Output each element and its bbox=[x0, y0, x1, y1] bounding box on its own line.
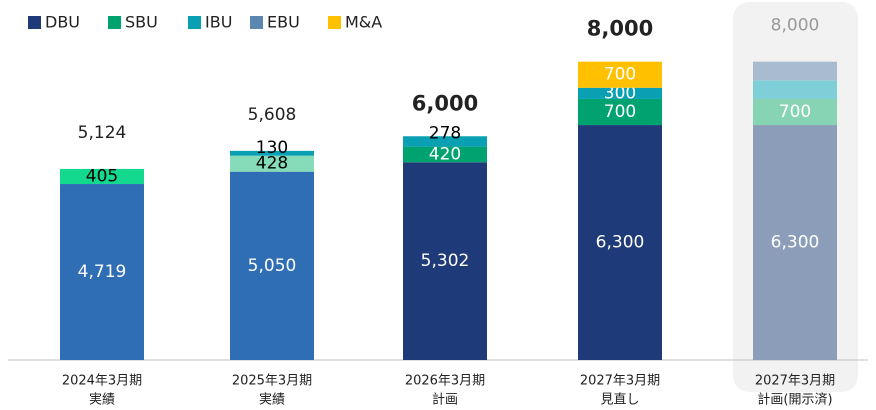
legend-label: M&A bbox=[345, 13, 382, 32]
legend-swatch bbox=[108, 16, 121, 29]
bar-segment bbox=[753, 125, 837, 360]
bar-segment bbox=[230, 150, 314, 156]
legend-label: EBU bbox=[267, 13, 300, 32]
segment-label: 5,302 bbox=[421, 251, 470, 271]
legend-label: DBU bbox=[45, 13, 80, 32]
bar-segment bbox=[753, 80, 837, 99]
x-tick-label: 2026年3月期 bbox=[405, 374, 485, 389]
bar-segment bbox=[403, 162, 487, 360]
segment-label: 6,300 bbox=[596, 233, 645, 253]
x-tick-label: 計画(開示済) bbox=[757, 392, 832, 408]
segment-label: 428 bbox=[256, 154, 288, 174]
bar-segment bbox=[578, 61, 662, 88]
segment-label: 5,050 bbox=[248, 256, 297, 276]
segment-label: 4,719 bbox=[78, 262, 127, 282]
legend-swatch bbox=[188, 16, 201, 29]
legend-label: IBU bbox=[205, 13, 232, 32]
bar-segment bbox=[753, 98, 837, 126]
bar-segment bbox=[60, 184, 144, 360]
segment-label: 130 bbox=[256, 138, 288, 158]
x-tick-label: 2024年3月期 bbox=[62, 374, 142, 389]
x-tick-label: 実績 bbox=[259, 392, 285, 408]
x-tick-label: 見直し bbox=[600, 393, 639, 408]
x-tick-label: 2025年3月期 bbox=[232, 374, 312, 389]
bar-segment bbox=[753, 61, 837, 81]
x-tick-label: 2027年3月期 bbox=[580, 374, 660, 389]
total-label: 8,000 bbox=[771, 16, 820, 36]
total-label: 5,608 bbox=[248, 105, 297, 125]
segment-label: 420 bbox=[429, 144, 461, 164]
segment-label: 300 bbox=[604, 83, 636, 103]
x-tick-label: 計画 bbox=[432, 392, 458, 408]
legend-swatch bbox=[250, 16, 263, 29]
total-label: 5,124 bbox=[78, 123, 127, 143]
total-label: 6,000 bbox=[412, 91, 478, 115]
bar-segment bbox=[230, 155, 314, 172]
legend-label: SBU bbox=[125, 13, 158, 32]
legend-swatch bbox=[328, 16, 341, 29]
segment-label: 405 bbox=[86, 166, 118, 186]
segment-label: 700 bbox=[604, 102, 636, 122]
x-tick-label: 実績 bbox=[89, 392, 115, 408]
x-tick-label: 2027年3月期 bbox=[755, 374, 835, 389]
bar-segment bbox=[578, 98, 662, 126]
bar-segment bbox=[403, 136, 487, 147]
segment-label: 278 bbox=[429, 123, 461, 143]
legend-swatch bbox=[28, 16, 41, 29]
total-label: 8,000 bbox=[587, 17, 653, 41]
bar-segment bbox=[578, 125, 662, 360]
bar-segment bbox=[60, 168, 144, 185]
bar-segment bbox=[403, 146, 487, 163]
segment-label: 700 bbox=[604, 65, 636, 85]
bar-segment bbox=[230, 171, 314, 360]
segment-label: 700 bbox=[779, 102, 811, 122]
bar-segment bbox=[578, 87, 662, 99]
segment-label: 6,300 bbox=[771, 233, 820, 253]
